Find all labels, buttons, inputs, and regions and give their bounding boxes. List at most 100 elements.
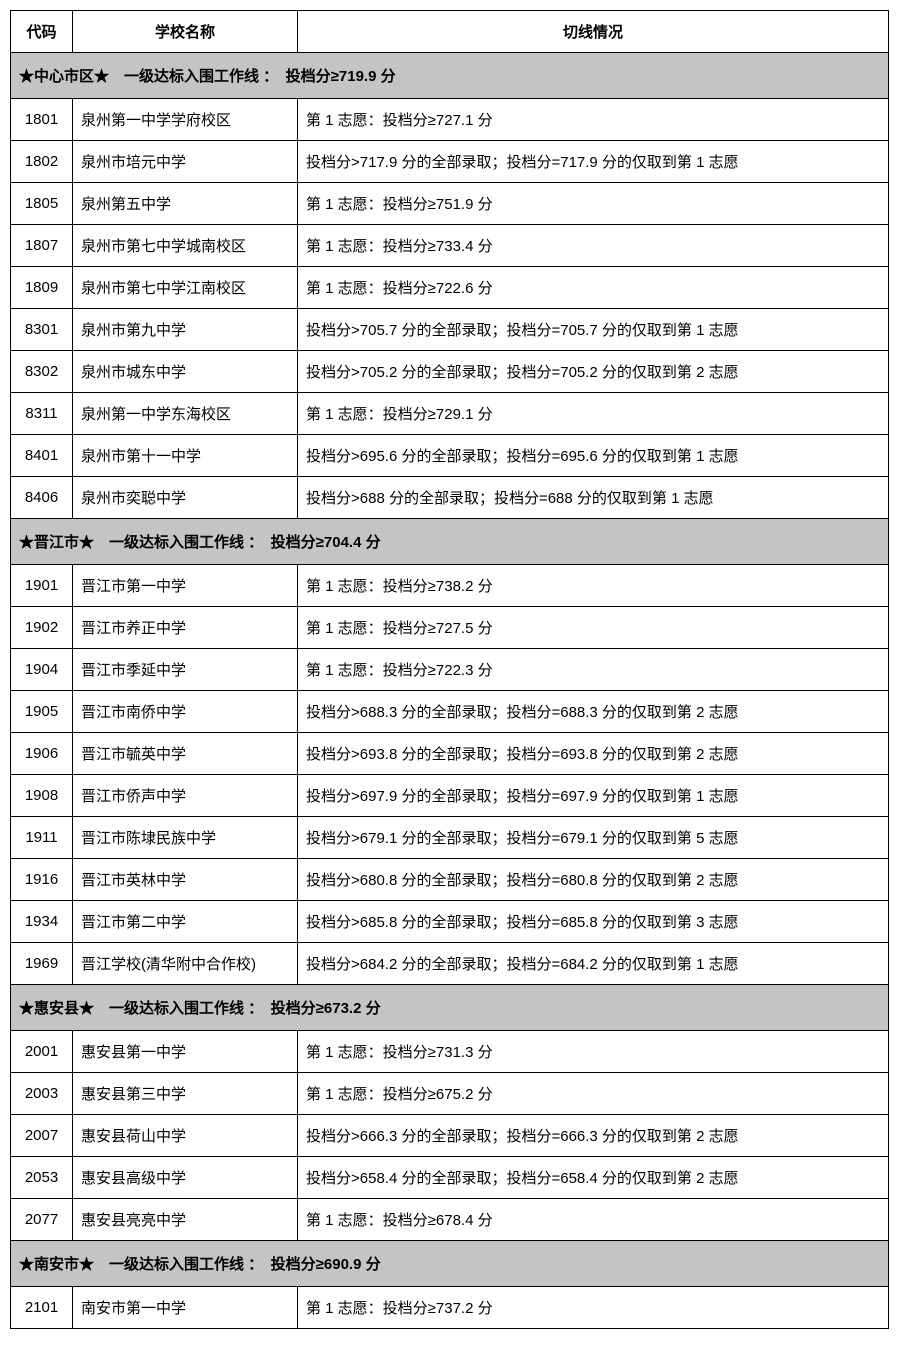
cell-school-name: 晋江市毓英中学 bbox=[73, 733, 298, 775]
cell-cutoff-info: 投档分>705.2 分的全部录取；投档分=705.2 分的仅取到第 2 志愿 bbox=[298, 351, 889, 393]
table-row: 1805泉州第五中学第 1 志愿：投档分≥751.9 分 bbox=[11, 183, 889, 225]
cell-code: 1916 bbox=[11, 859, 73, 901]
cell-code: 1906 bbox=[11, 733, 73, 775]
table-row: 2053惠安县高级中学投档分>658.4 分的全部录取；投档分=658.4 分的… bbox=[11, 1157, 889, 1199]
table-row: 1969晋江学校(清华附中合作校)投档分>684.2 分的全部录取；投档分=68… bbox=[11, 943, 889, 985]
table-row: 8302泉州市城东中学投档分>705.2 分的全部录取；投档分=705.2 分的… bbox=[11, 351, 889, 393]
cell-cutoff-info: 投档分>693.8 分的全部录取；投档分=693.8 分的仅取到第 2 志愿 bbox=[298, 733, 889, 775]
cell-code: 1807 bbox=[11, 225, 73, 267]
cell-code: 2003 bbox=[11, 1073, 73, 1115]
cell-cutoff-info: 投档分>688.3 分的全部录取；投档分=688.3 分的仅取到第 2 志愿 bbox=[298, 691, 889, 733]
table-row: 1911晋江市陈埭民族中学投档分>679.1 分的全部录取；投档分=679.1 … bbox=[11, 817, 889, 859]
table-row: 1916晋江市英林中学投档分>680.8 分的全部录取；投档分=680.8 分的… bbox=[11, 859, 889, 901]
table-row: 1801泉州第一中学学府校区第 1 志愿：投档分≥727.1 分 bbox=[11, 99, 889, 141]
cell-code: 1809 bbox=[11, 267, 73, 309]
cell-school-name: 惠安县第三中学 bbox=[73, 1073, 298, 1115]
cell-school-name: 晋江市陈埭民族中学 bbox=[73, 817, 298, 859]
cell-code: 1911 bbox=[11, 817, 73, 859]
cell-code: 8302 bbox=[11, 351, 73, 393]
table-row: 1908晋江市侨声中学投档分>697.9 分的全部录取；投档分=697.9 分的… bbox=[11, 775, 889, 817]
table-header-row: 代码 学校名称 切线情况 bbox=[11, 11, 889, 53]
table-row: 8311泉州第一中学东海校区第 1 志愿：投档分≥729.1 分 bbox=[11, 393, 889, 435]
col-header-info: 切线情况 bbox=[298, 11, 889, 53]
cell-code: 1969 bbox=[11, 943, 73, 985]
cell-cutoff-info: 投档分>688 分的全部录取；投档分=688 分的仅取到第 1 志愿 bbox=[298, 477, 889, 519]
cell-code: 1902 bbox=[11, 607, 73, 649]
cell-cutoff-info: 投档分>666.3 分的全部录取；投档分=666.3 分的仅取到第 2 志愿 bbox=[298, 1115, 889, 1157]
table-row: 1934晋江市第二中学投档分>685.8 分的全部录取；投档分=685.8 分的… bbox=[11, 901, 889, 943]
table-row: 2001惠安县第一中学第 1 志愿：投档分≥731.3 分 bbox=[11, 1031, 889, 1073]
cell-school-name: 惠安县第一中学 bbox=[73, 1031, 298, 1073]
table-row: 2077惠安县亮亮中学第 1 志愿：投档分≥678.4 分 bbox=[11, 1199, 889, 1241]
cell-cutoff-info: 第 1 志愿：投档分≥729.1 分 bbox=[298, 393, 889, 435]
cell-school-name: 晋江市侨声中学 bbox=[73, 775, 298, 817]
cell-code: 1805 bbox=[11, 183, 73, 225]
cell-school-name: 南安市第一中学 bbox=[73, 1287, 298, 1329]
cell-school-name: 惠安县亮亮中学 bbox=[73, 1199, 298, 1241]
section-title: ★惠安县★ 一级达标入围工作线 ： 投档分≥673.2 分 bbox=[11, 985, 889, 1031]
cell-code: 8401 bbox=[11, 435, 73, 477]
table-row: 2007惠安县荷山中学投档分>666.3 分的全部录取；投档分=666.3 分的… bbox=[11, 1115, 889, 1157]
cell-code: 1908 bbox=[11, 775, 73, 817]
cell-code: 2101 bbox=[11, 1287, 73, 1329]
cell-cutoff-info: 投档分>717.9 分的全部录取；投档分=717.9 分的仅取到第 1 志愿 bbox=[298, 141, 889, 183]
table-row: 2101南安市第一中学第 1 志愿：投档分≥737.2 分 bbox=[11, 1287, 889, 1329]
cell-code: 1801 bbox=[11, 99, 73, 141]
cell-code: 2001 bbox=[11, 1031, 73, 1073]
table-row: 1809泉州市第七中学江南校区第 1 志愿：投档分≥722.6 分 bbox=[11, 267, 889, 309]
cell-cutoff-info: 投档分>697.9 分的全部录取；投档分=697.9 分的仅取到第 1 志愿 bbox=[298, 775, 889, 817]
table-row: 8406泉州市奕聪中学投档分>688 分的全部录取；投档分=688 分的仅取到第… bbox=[11, 477, 889, 519]
cell-cutoff-info: 投档分>680.8 分的全部录取；投档分=680.8 分的仅取到第 2 志愿 bbox=[298, 859, 889, 901]
cell-school-name: 泉州第一中学学府校区 bbox=[73, 99, 298, 141]
table-row: 8301泉州市第九中学投档分>705.7 分的全部录取；投档分=705.7 分的… bbox=[11, 309, 889, 351]
cell-code: 8301 bbox=[11, 309, 73, 351]
cell-code: 1802 bbox=[11, 141, 73, 183]
cell-school-name: 泉州市第九中学 bbox=[73, 309, 298, 351]
cell-cutoff-info: 第 1 志愿：投档分≥733.4 分 bbox=[298, 225, 889, 267]
cell-school-name: 晋江市季延中学 bbox=[73, 649, 298, 691]
cell-school-name: 晋江市第一中学 bbox=[73, 565, 298, 607]
table-row: 1802泉州市培元中学投档分>717.9 分的全部录取；投档分=717.9 分的… bbox=[11, 141, 889, 183]
col-header-code: 代码 bbox=[11, 11, 73, 53]
cell-school-name: 泉州市培元中学 bbox=[73, 141, 298, 183]
cell-code: 1901 bbox=[11, 565, 73, 607]
cell-code: 2077 bbox=[11, 1199, 73, 1241]
cell-code: 2053 bbox=[11, 1157, 73, 1199]
cell-cutoff-info: 第 1 志愿：投档分≥727.1 分 bbox=[298, 99, 889, 141]
section-header-row: ★中心市区★ 一级达标入围工作线 ： 投档分≥719.9 分 bbox=[11, 53, 889, 99]
cell-code: 8406 bbox=[11, 477, 73, 519]
section-title: ★中心市区★ 一级达标入围工作线 ： 投档分≥719.9 分 bbox=[11, 53, 889, 99]
table-row: 1904晋江市季延中学第 1 志愿：投档分≥722.3 分 bbox=[11, 649, 889, 691]
cell-code: 8311 bbox=[11, 393, 73, 435]
cell-school-name: 晋江市南侨中学 bbox=[73, 691, 298, 733]
cell-cutoff-info: 第 1 志愿：投档分≥731.3 分 bbox=[298, 1031, 889, 1073]
cell-school-name: 泉州市第七中学江南校区 bbox=[73, 267, 298, 309]
cell-school-name: 泉州第一中学东海校区 bbox=[73, 393, 298, 435]
cell-cutoff-info: 投档分>658.4 分的全部录取；投档分=658.4 分的仅取到第 2 志愿 bbox=[298, 1157, 889, 1199]
cell-cutoff-info: 第 1 志愿：投档分≥675.2 分 bbox=[298, 1073, 889, 1115]
cell-school-name: 泉州市第七中学城南校区 bbox=[73, 225, 298, 267]
table-row: 1807泉州市第七中学城南校区第 1 志愿：投档分≥733.4 分 bbox=[11, 225, 889, 267]
cell-cutoff-info: 投档分>695.6 分的全部录取；投档分=695.6 分的仅取到第 1 志愿 bbox=[298, 435, 889, 477]
cutoff-table: 代码 学校名称 切线情况 ★中心市区★ 一级达标入围工作线 ： 投档分≥719.… bbox=[10, 10, 889, 1329]
cell-cutoff-info: 第 1 志愿：投档分≥722.6 分 bbox=[298, 267, 889, 309]
cell-school-name: 惠安县高级中学 bbox=[73, 1157, 298, 1199]
cell-code: 1904 bbox=[11, 649, 73, 691]
section-title: ★南安市★ 一级达标入围工作线 ： 投档分≥690.9 分 bbox=[11, 1241, 889, 1287]
table-row: 2003惠安县第三中学第 1 志愿：投档分≥675.2 分 bbox=[11, 1073, 889, 1115]
cell-school-name: 泉州市奕聪中学 bbox=[73, 477, 298, 519]
section-title: ★晋江市★ 一级达标入围工作线 ： 投档分≥704.4 分 bbox=[11, 519, 889, 565]
cell-school-name: 泉州市第十一中学 bbox=[73, 435, 298, 477]
table-row: 1906晋江市毓英中学投档分>693.8 分的全部录取；投档分=693.8 分的… bbox=[11, 733, 889, 775]
cell-cutoff-info: 投档分>684.2 分的全部录取；投档分=684.2 分的仅取到第 1 志愿 bbox=[298, 943, 889, 985]
cell-cutoff-info: 投档分>685.8 分的全部录取；投档分=685.8 分的仅取到第 3 志愿 bbox=[298, 901, 889, 943]
cell-code: 1934 bbox=[11, 901, 73, 943]
cell-code: 1905 bbox=[11, 691, 73, 733]
cell-school-name: 晋江市第二中学 bbox=[73, 901, 298, 943]
table-row: 1902晋江市养正中学第 1 志愿：投档分≥727.5 分 bbox=[11, 607, 889, 649]
cell-school-name: 泉州第五中学 bbox=[73, 183, 298, 225]
cell-cutoff-info: 第 1 志愿：投档分≥738.2 分 bbox=[298, 565, 889, 607]
cell-school-name: 晋江市养正中学 bbox=[73, 607, 298, 649]
cell-cutoff-info: 第 1 志愿：投档分≥737.2 分 bbox=[298, 1287, 889, 1329]
cell-school-name: 惠安县荷山中学 bbox=[73, 1115, 298, 1157]
